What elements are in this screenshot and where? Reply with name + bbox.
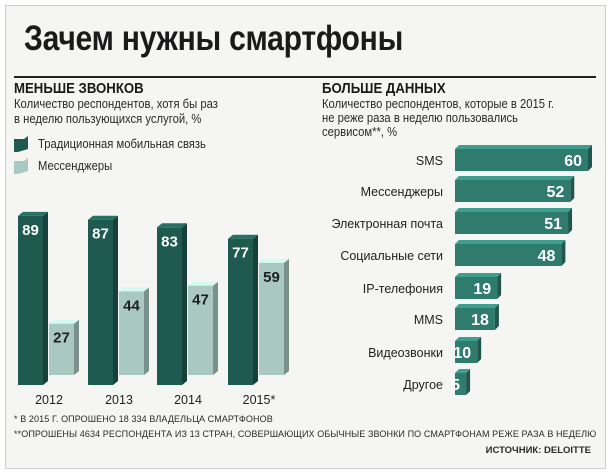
bar-1-2 <box>188 285 213 375</box>
hbar-top-3 <box>455 240 566 244</box>
hbar-category-1: Мессенджеры <box>361 185 443 199</box>
infographic-title: Зачем нужны смартфоны <box>24 19 404 58</box>
bar-top-0-3 <box>228 234 258 239</box>
legend-swatch-traditional <box>14 136 28 152</box>
right-subtitle-line-1: Количество респондентов, которые в 2015 … <box>322 97 554 111</box>
hbar-6 <box>455 341 478 363</box>
bar-side-1-2 <box>213 281 218 375</box>
hbar-top-7 <box>455 369 471 373</box>
bar-value-1-0: 27 <box>53 330 70 347</box>
bar-value-1-3: 59 <box>263 269 280 286</box>
bar-0-1 <box>88 219 113 385</box>
hbar-category-6: Видеозвонки <box>368 346 443 360</box>
footnote-1: * В 2015 Г. ОПРОШЕНО 18 334 ВЛАДЕЛЬЦА СМ… <box>14 414 273 425</box>
left-heading: МЕНЬШЕ ЗВОНКОВ <box>14 80 144 97</box>
bar-side-1-0 <box>74 319 79 375</box>
hbar-end-3 <box>561 240 566 266</box>
hbar-end-4 <box>497 273 502 299</box>
bar-top-0-2 <box>157 223 187 228</box>
hbar-2 <box>455 212 569 234</box>
hbar-top-2 <box>455 208 573 212</box>
legend-swatch-messengers <box>14 158 28 174</box>
hbar-5 <box>455 308 495 330</box>
hbar-value-6: 10 <box>453 345 471 362</box>
x-tick-label-0: 2012 <box>35 393 63 407</box>
bar-side-1-1 <box>144 287 149 375</box>
bar-side-0-0 <box>43 211 48 385</box>
hbar-category-4: IP-телефония <box>363 282 443 296</box>
hbar-value-7: 5 <box>451 377 460 394</box>
hbar-value-4: 19 <box>473 281 491 298</box>
bar-value-0-1: 87 <box>92 226 109 243</box>
left-subtitle-line-1: Количество респондентов, хотя бы раз <box>14 97 218 111</box>
x-tick-label-2: 2014 <box>174 393 202 407</box>
hbar-end-6 <box>477 337 482 363</box>
hbar-value-3: 48 <box>538 248 556 265</box>
legend-item-messengers: Мессенджеры <box>14 158 120 174</box>
hbar-value-0: 60 <box>564 153 582 170</box>
hbar-category-2: Электронная почта <box>331 217 443 231</box>
hbar-top-0 <box>455 145 592 149</box>
hbar-value-5: 18 <box>471 312 489 329</box>
legend-item-traditional: Традиционная мобильная связь <box>14 136 225 152</box>
bar-value-0-3: 77 <box>232 245 249 262</box>
bar-value-0-2: 83 <box>161 233 178 250</box>
hbar-category-0: SMS <box>416 154 443 168</box>
bar-top-0-0 <box>18 211 48 216</box>
source-credit: ИСТОЧНИК: DELOITTE <box>485 445 591 456</box>
bar-top-1-1 <box>119 287 149 292</box>
footnote-2: **ОПРОШЕНЫ 4634 РЕСПОНДЕНТА ИЗ 13 СТРАН,… <box>14 429 597 440</box>
x-tick-label-3: 2015* <box>243 393 276 407</box>
hbar-end-0 <box>588 145 592 171</box>
hbar-top-4 <box>455 273 502 277</box>
bar-0-3 <box>228 238 253 385</box>
hbar-end-2 <box>568 208 573 234</box>
hbar-value-1: 52 <box>546 184 564 201</box>
hbar-end-7 <box>466 369 471 395</box>
hbar-7 <box>455 373 467 395</box>
bar-1-3 <box>259 262 284 375</box>
hbar-top-1 <box>455 176 575 180</box>
title-divider <box>14 76 596 78</box>
bar-side-0-2 <box>182 223 187 385</box>
bar-value-1-1: 44 <box>123 297 140 314</box>
hbar-value-2: 51 <box>544 216 562 233</box>
hbar-category-5: MMS <box>414 313 443 327</box>
hbar-end-5 <box>494 304 499 330</box>
bar-value-0-0: 89 <box>22 222 39 239</box>
bar-side-0-3 <box>253 234 258 385</box>
bar-top-0-1 <box>88 215 118 220</box>
bar-0-2 <box>157 227 182 385</box>
x-tick-label-1: 2013 <box>105 393 133 407</box>
hbar-end-1 <box>570 176 575 202</box>
bar-0-0 <box>18 215 43 385</box>
bar-top-1-0 <box>49 319 79 324</box>
bar-value-1-2: 47 <box>192 292 209 309</box>
bar-top-1-2 <box>188 281 218 286</box>
hbar-top-5 <box>455 304 499 308</box>
right-heading: БОЛЬШЕ ДАННЫХ <box>322 80 446 97</box>
bar-1-1 <box>119 291 144 375</box>
bar-side-1-3 <box>284 258 289 375</box>
bar-1-0 <box>49 323 74 375</box>
bar-top-1-3 <box>259 258 289 263</box>
hbar-category-7: Другое <box>403 378 443 392</box>
right-subtitle-line-3: сервисом**, % <box>322 125 398 139</box>
hbar-category-3: Социальные сети <box>340 249 443 263</box>
hbar-1 <box>455 180 571 202</box>
hbar-top-6 <box>455 337 482 341</box>
hbar-3 <box>455 244 562 266</box>
hbar-0 <box>455 149 588 171</box>
legend-label-traditional: Традиционная мобильная связь <box>38 137 206 151</box>
hbar-4 <box>455 277 498 299</box>
legend-label-messengers: Мессенджеры <box>38 159 113 173</box>
bar-side-0-1 <box>113 215 118 385</box>
left-subtitle-line-2: в неделю пользующихся услугой, % <box>14 112 202 126</box>
right-subtitle-line-2: не реже раза в неделю пользовались <box>322 111 518 125</box>
